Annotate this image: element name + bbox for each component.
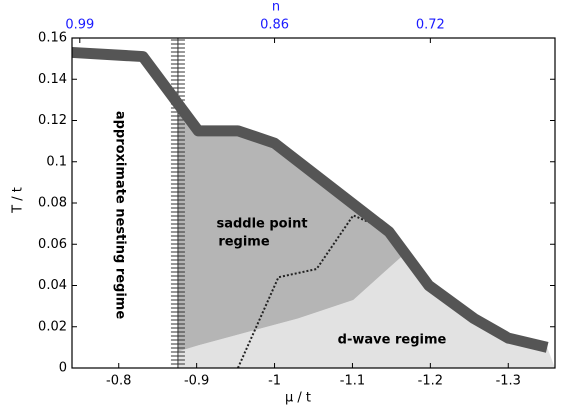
y-tick-label: 0.16 xyxy=(38,31,67,46)
y-tick-label: 0.02 xyxy=(38,319,67,334)
x-tick-label: -1 xyxy=(268,374,281,389)
y-tick-label: 0.14 xyxy=(38,72,67,87)
tc-line xyxy=(71,46,549,353)
y-tick-label: 0.12 xyxy=(38,113,67,128)
x2-tick-label: 0.72 xyxy=(416,18,445,33)
saddle-region xyxy=(177,104,404,352)
x-tick-label: -1.3 xyxy=(496,374,521,389)
x2-label: n xyxy=(272,0,280,15)
annotation: saddle point xyxy=(216,217,307,232)
x-label: μ / t xyxy=(285,391,311,406)
annotation: regime xyxy=(218,235,270,250)
annotation: approximate nesting regime xyxy=(113,111,128,320)
d-wave-region xyxy=(177,254,555,368)
x2-tick-label: 0.86 xyxy=(260,18,289,33)
annotation: d-wave regime xyxy=(338,333,447,348)
x-tick-label: -0.9 xyxy=(184,374,209,389)
x2-tick-label: 0.99 xyxy=(65,18,94,33)
y-tick-label: 0.04 xyxy=(38,278,67,293)
y-tick-label: 0.08 xyxy=(38,196,67,211)
x-tick-label: -1.2 xyxy=(418,374,443,389)
y-tick-label: 0 xyxy=(59,361,67,376)
y-label: T / t xyxy=(11,187,26,214)
y-tick-label: 0.1 xyxy=(46,154,67,169)
y-tick-label: 0.06 xyxy=(38,237,67,252)
x-tick-label: -0.8 xyxy=(106,374,131,389)
x-tick-label: -1.1 xyxy=(340,374,365,389)
